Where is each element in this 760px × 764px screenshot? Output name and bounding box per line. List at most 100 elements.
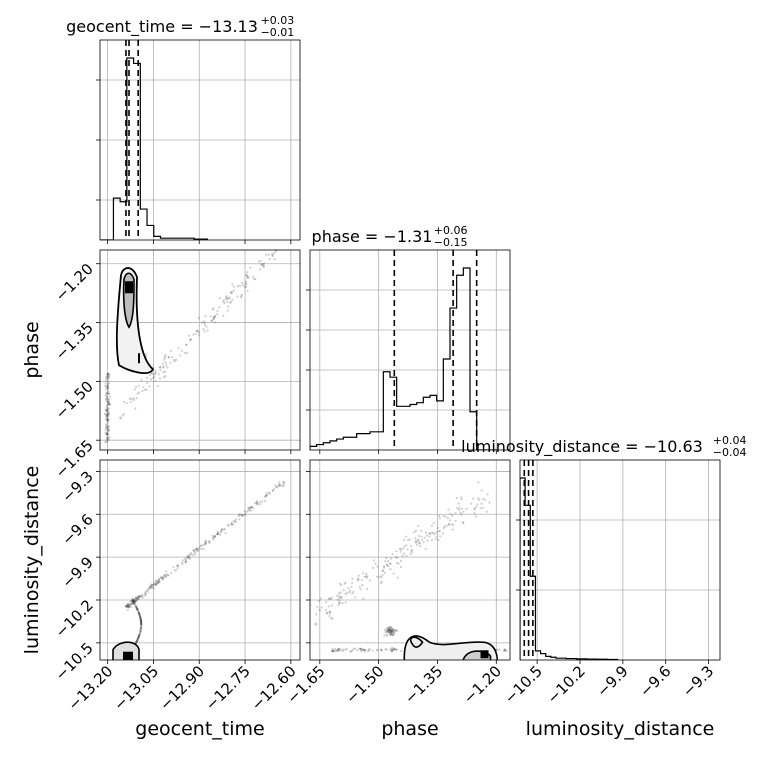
scatter-point [240, 296, 243, 299]
scatter-point [221, 300, 224, 303]
scatter-point [268, 491, 271, 494]
scatter-point [376, 565, 379, 568]
scatter-point [202, 328, 205, 331]
scatter-point [336, 649, 340, 652]
scatter-point [385, 648, 388, 651]
scatter-point [156, 579, 159, 582]
scatter-point [132, 600, 135, 603]
scatter-point [135, 598, 139, 601]
scatter-point [104, 428, 107, 431]
scatter-point [144, 590, 147, 593]
scatter-point [196, 548, 199, 551]
scatter-point [278, 483, 281, 486]
scatter-point [462, 510, 465, 513]
scatter-point [106, 427, 109, 430]
scatter-point [136, 608, 139, 611]
scatter-point [212, 316, 215, 319]
scatter-point [237, 514, 240, 518]
scatter-point [135, 606, 138, 609]
scatter-point [408, 538, 411, 541]
scatter-point [104, 431, 107, 434]
scatter-point [195, 330, 198, 333]
scatter-point [131, 599, 135, 603]
scatter-point [139, 628, 142, 631]
scatter-point [138, 612, 141, 616]
scatter-point [163, 356, 166, 360]
scatter-point [462, 522, 465, 525]
scatter-point [275, 485, 278, 488]
scatter-point [469, 502, 473, 505]
scatter-point [278, 481, 281, 484]
scatter-point [106, 403, 109, 406]
scatter-point [368, 579, 372, 582]
scatter-point [336, 648, 340, 651]
scatter-point [265, 491, 268, 495]
scatter-point [184, 561, 188, 564]
scatter-point [359, 648, 363, 651]
scatter-point [135, 397, 138, 400]
scatter-point [138, 632, 141, 635]
scatter-point [139, 626, 143, 629]
scatter-point [204, 543, 207, 546]
scatter-point [265, 253, 268, 256]
scatter-point [157, 578, 161, 581]
scatter-point [390, 631, 394, 634]
scatter-point [127, 605, 130, 609]
scatter-point [344, 581, 347, 584]
scatter-point [428, 532, 432, 535]
scatter-point [447, 523, 451, 526]
scatter-point [106, 399, 110, 402]
scatter-point [212, 317, 215, 320]
scatter-point [106, 413, 109, 417]
scatter-point [107, 377, 110, 380]
scatter-point [138, 613, 141, 616]
scatter-point [129, 600, 132, 603]
scatter-point [128, 397, 131, 400]
scatter-point [135, 597, 138, 600]
scatter-point [157, 582, 160, 585]
scatter-point [151, 372, 154, 376]
scatter-point [220, 530, 223, 533]
scatter-point [139, 615, 142, 619]
scatter-point [225, 298, 228, 301]
scatter-point [389, 629, 392, 633]
scatter-point [219, 533, 222, 536]
scatter-point [386, 563, 389, 566]
title-upper-error: +0.03 [261, 14, 295, 27]
scatter-point [137, 611, 140, 614]
scatter-point [392, 627, 395, 630]
scatter-point [400, 650, 403, 653]
scatter-point [139, 617, 142, 621]
scatter-point [133, 602, 136, 606]
scatter-point [384, 560, 387, 563]
scatter-point [195, 547, 199, 550]
scatter-point [281, 484, 284, 487]
scatter-point [106, 432, 109, 435]
scatter-point [164, 353, 167, 356]
scatter-point [351, 592, 354, 595]
scatter-point [130, 600, 133, 603]
scatter-point [459, 511, 462, 514]
scatter-point [132, 600, 135, 603]
scatter-point [481, 506, 485, 510]
scatter-point [139, 620, 143, 623]
scatter-point [106, 400, 110, 404]
y-axis-label-luminosity_distance: luminosity_distance [21, 466, 43, 655]
scatter-point [122, 412, 126, 416]
scatter-point [141, 593, 144, 596]
scatter-point [244, 285, 247, 288]
scatter-point [131, 599, 134, 602]
scatter-point [366, 575, 369, 578]
scatter-point [388, 629, 391, 632]
scatter-point [107, 375, 110, 379]
scatter-point [248, 509, 251, 512]
scatter-point [139, 630, 142, 633]
scatter-point [127, 602, 130, 605]
scatter-point [386, 634, 389, 637]
scatter-point [279, 484, 282, 487]
scatter-point [337, 595, 341, 598]
scatter-point [131, 599, 134, 602]
scatter-point [337, 603, 340, 607]
scatter-point [319, 597, 322, 600]
scatter-point [442, 532, 445, 535]
